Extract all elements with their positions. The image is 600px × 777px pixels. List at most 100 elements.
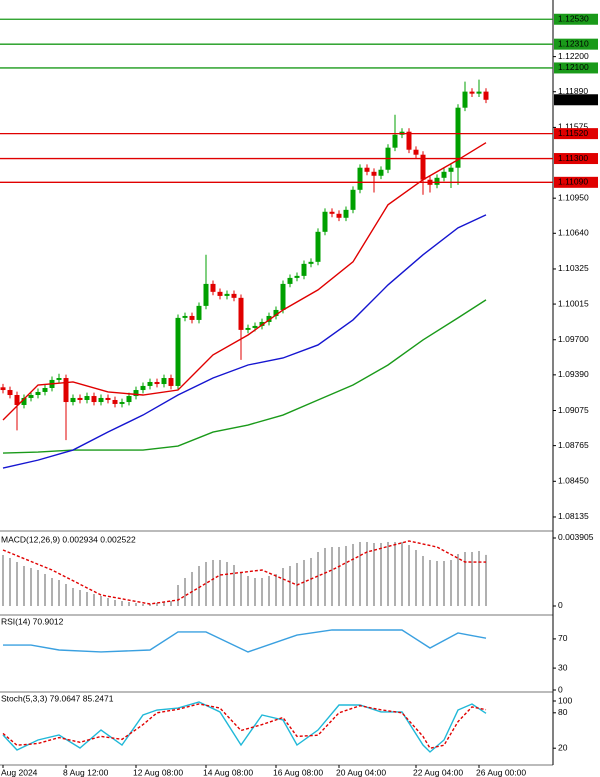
macd-bar: [408, 544, 410, 606]
candle-body: [392, 134, 398, 148]
macd-bar: [121, 601, 123, 606]
macd-bar: [373, 542, 375, 606]
macd-bar: [254, 577, 256, 606]
candle-body: [140, 385, 146, 391]
macd-bar: [135, 603, 137, 606]
macd-bar: [156, 603, 158, 606]
macd-bar: [65, 584, 67, 606]
macd-bar: [485, 554, 487, 606]
macd-bar: [100, 596, 102, 606]
macd-bar: [114, 599, 116, 606]
macd-bar: [240, 571, 242, 606]
macd-bar: [415, 549, 417, 606]
candle-body: [77, 397, 83, 400]
macd-bar: [2, 554, 4, 606]
level-label-box: [554, 13, 598, 25]
level-label: 1.11090: [558, 177, 588, 187]
candle-body: [84, 396, 90, 400]
macd-bar: [37, 570, 39, 606]
candle-body: [28, 395, 34, 398]
candle-body: [0, 387, 6, 391]
macd-bar: [436, 561, 438, 606]
y-tick-label: 1.10325: [558, 263, 589, 273]
candle-body: [70, 397, 76, 403]
time-label: 8 Aug 12:00: [63, 767, 109, 777]
candle-body: [35, 391, 41, 396]
candle-body: [126, 396, 132, 403]
y-tick-label: 1.10950: [558, 192, 589, 202]
candle-body: [63, 378, 69, 403]
candle-body: [462, 91, 468, 108]
macd-bar: [317, 551, 319, 606]
macd-bar: [212, 559, 214, 606]
macd-bar: [289, 565, 291, 606]
macd-bar: [247, 575, 249, 606]
level-label: 1.11300: [558, 153, 588, 163]
candle-body: [56, 378, 62, 380]
last-price-label: 1.11819: [558, 94, 588, 104]
candle-body: [224, 293, 230, 296]
indicator-line: [2, 142, 487, 421]
time-label: 26 Aug 00:00: [476, 767, 526, 777]
indicator-line: [2, 703, 487, 749]
panel-title: RSI(14) 70.9012: [1, 616, 64, 626]
candle-body: [161, 378, 167, 385]
y-tick-label: 0: [558, 600, 563, 610]
candle-body: [294, 275, 300, 278]
candle-body: [469, 91, 475, 94]
candle-body: [434, 177, 440, 185]
macd-bar: [422, 555, 424, 606]
macd-bar: [86, 591, 88, 606]
candle-body: [378, 169, 384, 176]
candle-body: [112, 399, 118, 404]
macd-bar: [149, 603, 151, 606]
macd-bar: [394, 541, 396, 606]
candle-body: [273, 309, 279, 316]
level-label-box: [554, 128, 598, 140]
macd-bar: [93, 594, 95, 606]
y-tick-label: 30: [558, 662, 568, 672]
candle-body: [266, 315, 272, 322]
candle-body: [245, 327, 251, 330]
y-tick-label: 1.09700: [558, 334, 589, 344]
time-label: 20 Aug 04:00: [336, 767, 386, 777]
level-label-box: [554, 62, 598, 74]
macd-bar: [170, 601, 172, 606]
candle-body: [406, 131, 412, 150]
indicator-line: [3, 629, 487, 653]
macd-bar: [198, 565, 200, 606]
candle-body: [329, 211, 335, 214]
candle-body: [350, 189, 356, 210]
candle-body: [441, 171, 447, 178]
candle-body: [105, 397, 111, 400]
y-tick-label: 0.003905: [558, 532, 594, 542]
y-tick-label: 1.08135: [558, 511, 589, 521]
candle-body: [301, 263, 307, 276]
macd-bar: [44, 573, 46, 606]
candle-body: [259, 321, 265, 326]
candle-body: [133, 390, 139, 397]
macd-bar: [338, 547, 340, 606]
candle-body: [343, 209, 349, 218]
macd-bar: [457, 554, 459, 606]
last-price-box: [554, 94, 598, 106]
candle-body: [168, 378, 174, 386]
macd-bar: [282, 568, 284, 606]
macd-bar: [219, 559, 221, 606]
candle-body: [98, 397, 104, 403]
macd-bar: [443, 561, 445, 606]
candle-body: [119, 402, 125, 404]
macd-bar: [163, 601, 165, 606]
candle-body: [14, 395, 20, 405]
level-label: 1.12530: [558, 14, 589, 24]
candle-body: [287, 277, 293, 284]
candle-body: [413, 149, 419, 155]
candle-body: [252, 325, 258, 328]
candle-body: [483, 91, 489, 100]
macd-bar: [142, 603, 144, 606]
macd-bar: [9, 557, 11, 606]
macd-bar: [275, 573, 277, 606]
macd-bar: [23, 565, 25, 606]
candle-body: [182, 315, 188, 318]
